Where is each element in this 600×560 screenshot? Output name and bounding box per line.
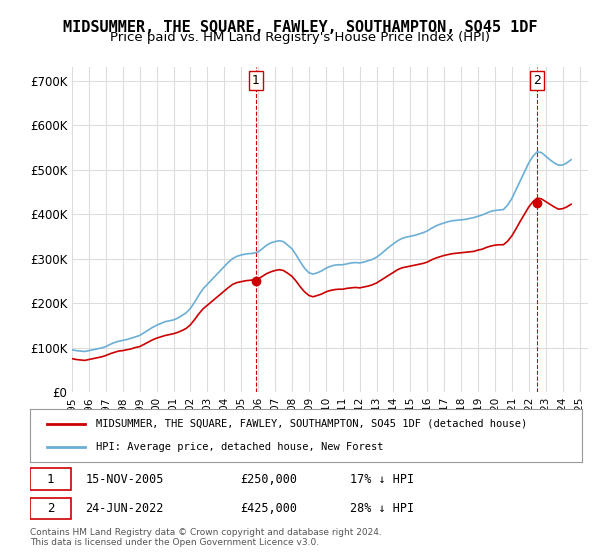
Text: 15-NOV-2005: 15-NOV-2005: [85, 473, 164, 486]
Text: £425,000: £425,000: [240, 502, 297, 515]
Text: 1: 1: [252, 74, 260, 87]
Text: 28% ↓ HPI: 28% ↓ HPI: [350, 502, 414, 515]
Text: 17% ↓ HPI: 17% ↓ HPI: [350, 473, 414, 486]
FancyBboxPatch shape: [30, 498, 71, 520]
Text: £250,000: £250,000: [240, 473, 297, 486]
Text: MIDSUMMER, THE SQUARE, FAWLEY, SOUTHAMPTON, SO45 1DF: MIDSUMMER, THE SQUARE, FAWLEY, SOUTHAMPT…: [63, 20, 537, 35]
Text: 24-JUN-2022: 24-JUN-2022: [85, 502, 164, 515]
FancyBboxPatch shape: [30, 468, 71, 490]
Text: 2: 2: [47, 502, 54, 515]
Text: Contains HM Land Registry data © Crown copyright and database right 2024.
This d: Contains HM Land Registry data © Crown c…: [30, 528, 382, 547]
Text: MIDSUMMER, THE SQUARE, FAWLEY, SOUTHAMPTON, SO45 1DF (detached house): MIDSUMMER, THE SQUARE, FAWLEY, SOUTHAMPT…: [96, 419, 527, 429]
Text: 2: 2: [533, 74, 541, 87]
Text: HPI: Average price, detached house, New Forest: HPI: Average price, detached house, New …: [96, 442, 384, 452]
Text: Price paid vs. HM Land Registry's House Price Index (HPI): Price paid vs. HM Land Registry's House …: [110, 31, 490, 44]
Text: 1: 1: [47, 473, 54, 486]
